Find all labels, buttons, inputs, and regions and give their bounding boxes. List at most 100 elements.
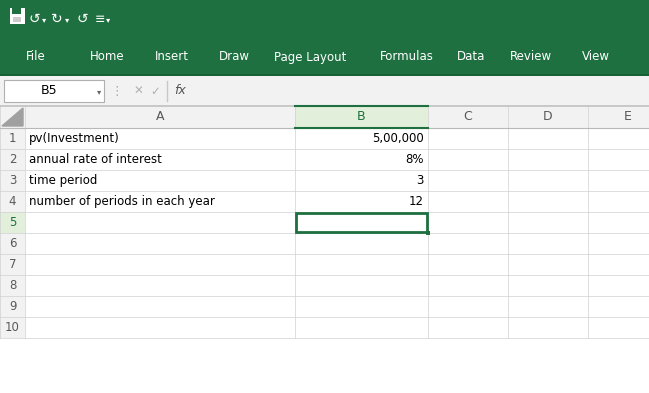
- Bar: [295, 233, 428, 254]
- Bar: [295, 254, 428, 275]
- Bar: [428, 233, 508, 254]
- Bar: [0, 149, 25, 170]
- Bar: [0, 170, 25, 191]
- Bar: [25, 170, 295, 191]
- Text: pv(Investment): pv(Investment): [29, 132, 120, 145]
- Text: Review: Review: [510, 50, 552, 64]
- Polygon shape: [2, 108, 23, 126]
- Text: Formulas: Formulas: [380, 50, 434, 64]
- Text: E: E: [624, 110, 632, 123]
- Bar: [508, 254, 588, 275]
- Bar: [0, 106, 649, 338]
- Text: fx: fx: [174, 84, 186, 97]
- Text: 2: 2: [8, 153, 16, 166]
- Text: 6: 6: [8, 237, 16, 250]
- Bar: [0, 106, 25, 128]
- Text: number of periods in each year: number of periods in each year: [29, 195, 215, 208]
- Bar: [0, 105, 649, 106]
- Bar: [508, 212, 588, 233]
- Bar: [428, 275, 508, 296]
- Bar: [295, 275, 428, 296]
- Text: 3: 3: [9, 174, 16, 187]
- Text: ↺: ↺: [76, 12, 88, 26]
- Text: 5: 5: [9, 216, 16, 229]
- Bar: [428, 296, 508, 317]
- Bar: [428, 106, 508, 128]
- Text: 8%: 8%: [406, 153, 424, 166]
- Bar: [0, 317, 25, 338]
- Bar: [508, 128, 588, 149]
- Text: ≡: ≡: [95, 13, 105, 26]
- Bar: [588, 212, 649, 233]
- Bar: [588, 106, 649, 128]
- Bar: [0, 38, 649, 76]
- FancyBboxPatch shape: [296, 213, 427, 232]
- Bar: [0, 254, 25, 275]
- Text: D: D: [543, 110, 553, 123]
- FancyBboxPatch shape: [4, 80, 104, 102]
- Bar: [588, 296, 649, 317]
- Bar: [0, 74, 649, 76]
- Bar: [588, 233, 649, 254]
- Text: Insert: Insert: [155, 50, 189, 64]
- Text: ↻: ↻: [51, 12, 63, 26]
- Bar: [295, 149, 428, 170]
- Text: 9: 9: [8, 300, 16, 313]
- Text: View: View: [582, 50, 610, 64]
- Bar: [508, 106, 588, 128]
- Text: Draw: Draw: [219, 50, 249, 64]
- Bar: [25, 106, 295, 128]
- Bar: [0, 275, 25, 296]
- Bar: [0, 76, 649, 106]
- Text: Home: Home: [90, 50, 125, 64]
- Text: ▾: ▾: [65, 15, 69, 24]
- Text: ↺: ↺: [28, 12, 40, 26]
- Text: Page Layout: Page Layout: [274, 50, 346, 64]
- Text: ⋮: ⋮: [111, 84, 123, 97]
- Bar: [588, 275, 649, 296]
- Bar: [588, 128, 649, 149]
- Text: time period: time period: [29, 174, 97, 187]
- Bar: [508, 233, 588, 254]
- Text: ✕: ✕: [133, 84, 143, 97]
- Text: ✓: ✓: [150, 84, 160, 97]
- Bar: [295, 317, 428, 338]
- Text: C: C: [463, 110, 472, 123]
- Bar: [508, 149, 588, 170]
- Text: 4: 4: [8, 195, 16, 208]
- Text: File: File: [26, 50, 46, 64]
- Bar: [508, 191, 588, 212]
- Bar: [25, 296, 295, 317]
- Text: 10: 10: [5, 321, 20, 334]
- Text: 7: 7: [8, 258, 16, 271]
- Bar: [295, 296, 428, 317]
- Bar: [0, 128, 25, 149]
- Bar: [588, 317, 649, 338]
- Bar: [426, 231, 430, 235]
- Text: ▾: ▾: [42, 15, 46, 24]
- Bar: [0, 0, 649, 38]
- Bar: [588, 149, 649, 170]
- Bar: [428, 254, 508, 275]
- Text: annual rate of interest: annual rate of interest: [29, 153, 162, 166]
- Text: Data: Data: [457, 50, 485, 64]
- Bar: [295, 212, 428, 233]
- Text: 12: 12: [409, 195, 424, 208]
- Text: 1: 1: [8, 132, 16, 145]
- Bar: [295, 106, 428, 128]
- Bar: [25, 191, 295, 212]
- Text: 8: 8: [9, 279, 16, 292]
- Bar: [25, 254, 295, 275]
- Bar: [428, 317, 508, 338]
- Bar: [25, 317, 295, 338]
- Text: B5: B5: [41, 84, 57, 97]
- Text: A: A: [156, 110, 164, 123]
- Bar: [25, 275, 295, 296]
- Bar: [428, 149, 508, 170]
- Bar: [428, 212, 508, 233]
- Text: 3: 3: [417, 174, 424, 187]
- Bar: [428, 191, 508, 212]
- Bar: [588, 254, 649, 275]
- Bar: [588, 191, 649, 212]
- Bar: [25, 149, 295, 170]
